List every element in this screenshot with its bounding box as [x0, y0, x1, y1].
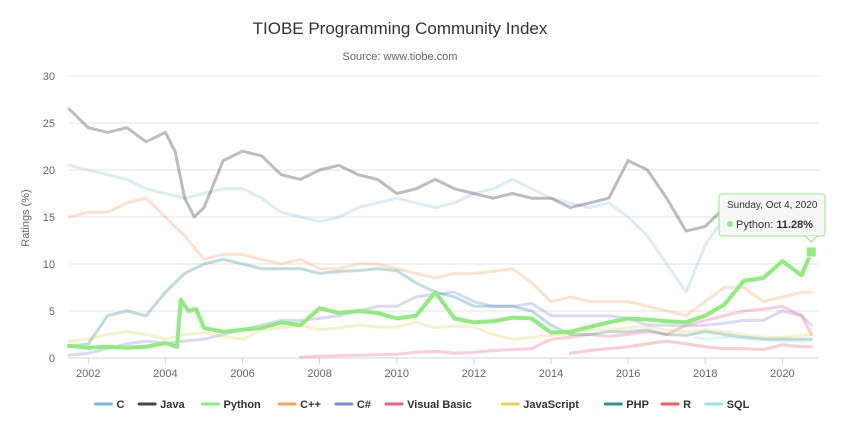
legend-label: Visual Basic [407, 399, 472, 411]
tooltip-box [718, 193, 826, 237]
series-line-r[interactable] [568, 339, 813, 355]
legend-label: SQL [727, 399, 750, 411]
legend-item-c[interactable]: C [94, 399, 125, 411]
series-line-c[interactable] [67, 163, 813, 294]
legend-item-python[interactable]: Python [201, 399, 262, 411]
series-line-visual-basic[interactable] [298, 304, 813, 359]
legend: C Java Python C++ C# Visual Basic JavaScript PH… [94, 399, 750, 411]
series-lines [67, 107, 814, 359]
chart-title: TIOBE Programming Community Index [253, 19, 548, 38]
legend-item-visual-basic[interactable]: Visual Basic [384, 399, 472, 411]
legend-label: C++ [300, 399, 321, 411]
legend-label: JavaScript [523, 399, 579, 411]
y-axis-title: Ratings (%) [20, 189, 32, 246]
legend-label: Java [160, 399, 185, 411]
tooltip-value: 11.28% [776, 219, 813, 231]
x-tick-label: 2008 [307, 368, 331, 380]
tooltip-pointer [804, 235, 818, 243]
axes: 0 5 10 15 20 25 30 2002 2004 2006 2008 2010 2012 2014… [43, 71, 819, 380]
series-line-python[interactable] [67, 250, 814, 350]
x-tick-label: 2012 [462, 368, 486, 380]
x-tick-label: 2004 [153, 368, 177, 380]
legend-item-c-[interactable]: C# [334, 399, 371, 411]
y-tick-label: 10 [43, 259, 55, 271]
legend-label: C# [357, 399, 371, 411]
legend-item-java[interactable]: Java [137, 399, 185, 411]
x-tick-label: 2016 [616, 368, 640, 380]
x-tick-label: 2018 [693, 368, 717, 380]
x-tick-label: 2010 [385, 368, 409, 380]
series-line-c-[interactable] [67, 196, 813, 318]
tooltip-date: Sunday, Oct 4, 2020 [727, 200, 818, 211]
y-tick-label: 20 [43, 165, 55, 177]
tooltip-series: Python: 11.28% [736, 219, 813, 231]
legend-item-php[interactable]: PHP [603, 399, 649, 411]
series-line-java[interactable] [67, 107, 813, 242]
y-tick-label: 0 [49, 353, 55, 365]
tooltip-marker [805, 246, 817, 258]
tooltip-series-dot [727, 221, 733, 227]
x-tick-label: 2002 [76, 368, 100, 380]
legend-item-c-[interactable]: C++ [277, 399, 321, 411]
x-tick-label: 2014 [539, 368, 563, 380]
y-tick-label: 30 [43, 71, 55, 83]
x-tick-label: 2020 [770, 368, 794, 380]
y-tick-label: 25 [43, 118, 55, 130]
legend-item-javascript[interactable]: JavaScript [500, 399, 579, 411]
x-tick-label: 2006 [230, 368, 254, 380]
legend-label: R [683, 399, 691, 411]
tooltip-layer: Sunday, Oct 4, 2020 Python: 11.28% [718, 193, 826, 258]
legend-item-r[interactable]: R [660, 399, 691, 411]
y-tick-label: 5 [49, 306, 55, 318]
legend-label: C [117, 399, 125, 411]
series-line-c-[interactable] [67, 290, 813, 357]
series-line-php[interactable] [67, 257, 813, 349]
series-line-sql[interactable] [694, 335, 813, 343]
chart-subtitle: Source: www.tiobe.com [343, 51, 458, 63]
series-line-javascript[interactable] [67, 320, 813, 343]
legend-item-sql[interactable]: SQL [704, 399, 750, 411]
y-tick-label: 15 [43, 212, 55, 224]
legend-label: PHP [626, 399, 649, 411]
legend-label: Python [224, 399, 262, 411]
